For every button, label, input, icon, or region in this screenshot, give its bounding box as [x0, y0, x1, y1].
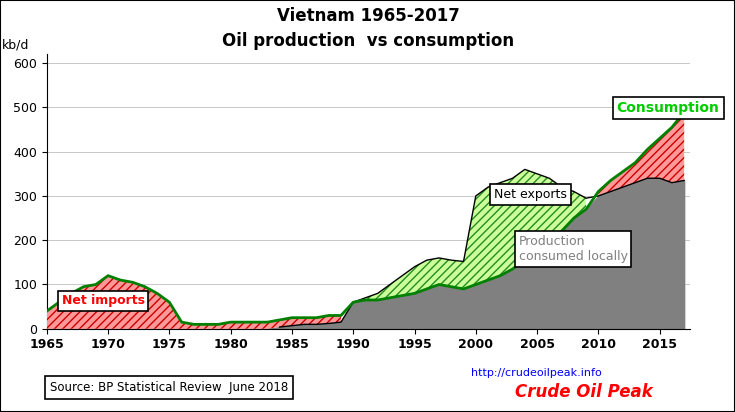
- Text: Consumption: Consumption: [617, 101, 720, 115]
- Text: Production
consumed locally: Production consumed locally: [519, 235, 628, 263]
- Text: Net imports: Net imports: [62, 295, 145, 307]
- Text: http://crudeoilpeak.info: http://crudeoilpeak.info: [471, 368, 602, 378]
- Title: Vietnam 1965-2017
Oil production  vs consumption: Vietnam 1965-2017 Oil production vs cons…: [223, 7, 514, 50]
- Text: Net exports: Net exports: [494, 188, 567, 201]
- Text: kb/d: kb/d: [1, 39, 29, 52]
- Text: Crude Oil Peak: Crude Oil Peak: [515, 383, 653, 401]
- Text: Source: BP Statistical Review  June 2018: Source: BP Statistical Review June 2018: [50, 381, 288, 394]
